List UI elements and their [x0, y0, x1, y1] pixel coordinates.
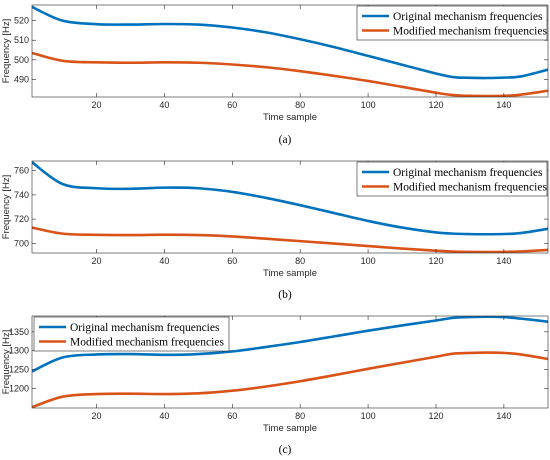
- axes-box: [31, 160, 549, 254]
- panel-caption: (c): [279, 444, 292, 456]
- legend-box: [356, 5, 548, 41]
- x-tick-label: 140: [496, 256, 511, 266]
- x-tick-label: 140: [496, 411, 511, 421]
- y-axis-title: Frequency [Hz]: [1, 175, 12, 239]
- y-axis-title: Frequency [Hz]: [1, 330, 12, 394]
- x-tick-label: 60: [227, 100, 237, 110]
- y-axis-title: Frequency [Hz]: [1, 19, 12, 83]
- legend-label-0: Original mechanism frequencies: [393, 11, 543, 23]
- chart-panel-0: 20 40 60 80 100 120 140 490 500 510 520 Time sample…: [1, 4, 549, 146]
- axes-box: [31, 4, 549, 98]
- y-tick-label: 1250: [9, 365, 29, 375]
- panel-caption: (a): [279, 134, 292, 146]
- y-tick-label: 1350: [9, 327, 29, 337]
- x-tick-label: 40: [159, 411, 169, 421]
- x-tick-label: 120: [428, 411, 443, 421]
- series-line-1: [32, 51, 548, 97]
- x-tick-label: 80: [295, 411, 305, 421]
- x-tick-label: 40: [159, 100, 169, 110]
- chart-panel-2: 20 40 60 80 100 120 140 1200 1250 1300 1350 Time sa…: [1, 315, 549, 456]
- y-tick-label: 700: [14, 238, 29, 248]
- axes-box: [31, 315, 549, 409]
- series-line-1: [32, 226, 548, 253]
- y-tick-label: 740: [14, 190, 29, 200]
- legend-label-1: Modified mechanism frequencies: [393, 26, 547, 38]
- x-tick-label: 100: [361, 256, 376, 266]
- chart-panel-1: 20 40 60 80 100 120 140 700 720 740 760 Time sample…: [1, 160, 549, 301]
- y-tick-label: 520: [14, 16, 29, 26]
- x-axis-title: Time sample: [263, 112, 317, 123]
- y-tick-label: 720: [14, 214, 29, 224]
- series-line-0: [32, 161, 548, 236]
- series-group: [32, 316, 548, 408]
- x-tick-label: 20: [91, 411, 101, 421]
- series-group: [32, 5, 548, 97]
- series-line-0: [32, 5, 548, 80]
- y-tick-label: 500: [14, 55, 29, 65]
- series-line-0: [32, 316, 548, 373]
- x-tick-label: 140: [496, 100, 511, 110]
- x-tick-label: 60: [227, 411, 237, 421]
- legend-box: [33, 316, 230, 352]
- x-tick-label: 120: [428, 100, 443, 110]
- y-tick-label: 490: [14, 74, 29, 84]
- x-tick-label: 20: [91, 100, 101, 110]
- y-tick-label: 510: [14, 35, 29, 45]
- y-tick-label: 1200: [9, 383, 29, 393]
- x-tick-label: 60: [227, 256, 237, 266]
- x-tick-label: 40: [159, 256, 169, 266]
- legend: Original mechanism frequencies Modified m…: [356, 5, 548, 41]
- legend-box: [356, 161, 548, 197]
- x-tick-label: 80: [295, 256, 305, 266]
- y-tick-label: 760: [14, 166, 29, 176]
- series-group: [32, 161, 548, 253]
- series-line-1: [32, 351, 548, 408]
- x-tick-label: 100: [361, 100, 376, 110]
- legend-label-0: Original mechanism frequencies: [393, 167, 543, 179]
- x-tick-label: 100: [361, 411, 376, 421]
- legend: Original mechanism frequencies Modified m…: [356, 161, 548, 197]
- x-axis-title: Time sample: [263, 268, 317, 279]
- x-tick-label: 20: [91, 256, 101, 266]
- y-tick-label: 1300: [9, 346, 29, 356]
- legend-label-0: Original mechanism frequencies: [70, 322, 220, 334]
- x-tick-label: 120: [428, 256, 443, 266]
- legend-label-1: Modified mechanism frequencies: [70, 337, 224, 349]
- legend-label-1: Modified mechanism frequencies: [393, 182, 547, 194]
- panel-caption: (b): [278, 289, 292, 301]
- x-axis-title: Time sample: [263, 423, 317, 434]
- x-tick-label: 80: [295, 100, 305, 110]
- legend: Original mechanism frequencies Modified m…: [33, 316, 230, 352]
